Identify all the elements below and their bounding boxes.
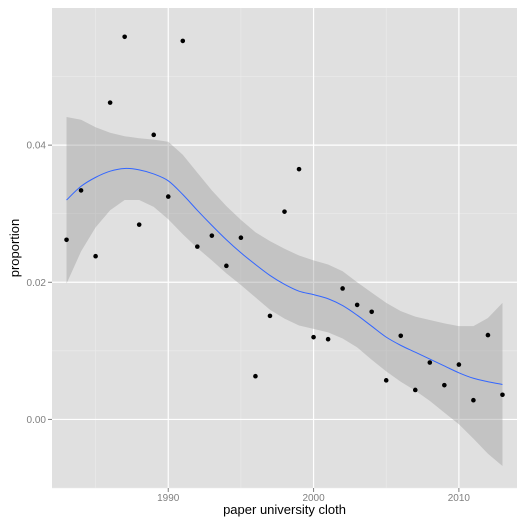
data-point — [165, 194, 171, 199]
data-point — [311, 334, 316, 340]
data-point — [253, 373, 258, 379]
data-point — [325, 336, 331, 342]
data-point — [267, 313, 273, 319]
data-point — [442, 382, 447, 388]
data-point — [485, 332, 491, 338]
x-tick-label: 2010 — [448, 493, 471, 504]
data-point — [93, 253, 98, 259]
data-point — [180, 38, 186, 44]
data-point — [64, 237, 69, 243]
data-point — [151, 132, 157, 138]
data-point — [282, 209, 287, 214]
data-point — [296, 166, 302, 172]
data-point — [427, 360, 433, 365]
confidence-ribbon — [66, 117, 503, 467]
data-point — [195, 244, 200, 249]
x-axis-title: paper university cloth — [223, 502, 346, 517]
data-point — [136, 222, 142, 227]
data-point — [369, 309, 374, 315]
data-point — [209, 233, 215, 238]
data-point — [78, 188, 84, 193]
data-point — [107, 100, 113, 105]
smooth-trend-line — [66, 167, 503, 385]
data-point — [122, 34, 127, 40]
data-point — [398, 333, 404, 339]
data-point — [340, 286, 345, 291]
y-tick-label: 0.00 — [27, 415, 47, 426]
data-point — [471, 397, 476, 403]
data-point — [412, 387, 418, 393]
y-axis: 0.00 0.02 0.04 — [27, 141, 52, 426]
data-point — [456, 362, 462, 367]
x-axis: 1990 2000 2010 — [157, 488, 470, 504]
y-axis-title: proportion — [7, 219, 22, 278]
data-points — [64, 34, 505, 403]
y-tick-label: 0.04 — [27, 141, 47, 152]
data-point — [500, 392, 505, 398]
major-gridlines — [52, 8, 517, 488]
data-point — [383, 378, 389, 383]
plot-panel — [52, 8, 517, 488]
x-tick-label: 1990 — [157, 493, 180, 504]
x-tick-label: 2000 — [302, 493, 325, 504]
y-tick-label: 0.02 — [27, 278, 47, 289]
data-point — [354, 302, 360, 308]
data-point — [224, 263, 229, 269]
data-point — [238, 235, 244, 241]
